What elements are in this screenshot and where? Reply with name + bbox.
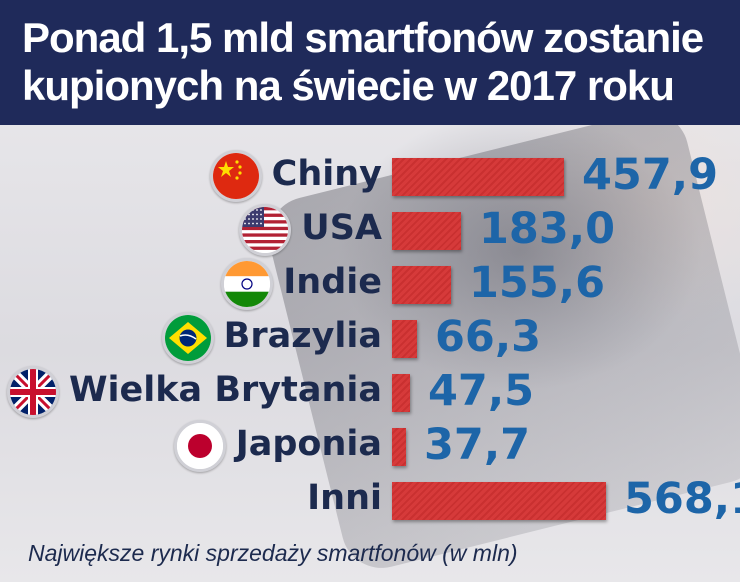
bar: [392, 320, 417, 358]
category-label: Indie: [283, 262, 382, 302]
data-label: 66,3: [435, 312, 542, 362]
title-line-2: kupionych na świecie w 2017 roku: [22, 62, 675, 109]
bar: [392, 428, 406, 466]
usa-flag-icon: [239, 204, 291, 256]
footnote: Największe rynki sprzedaży smartfonów (w…: [28, 540, 518, 566]
data-label: 183,0: [479, 204, 616, 254]
japan-flag-icon: [174, 420, 226, 472]
chart-row: Wielka Brytania 47,5: [0, 366, 740, 418]
bar: [392, 212, 461, 250]
chart-row: Indie 155,6: [0, 258, 740, 310]
category-label: Wielka Brytania: [68, 370, 382, 410]
category-label: Japonia: [235, 424, 382, 464]
data-label: 155,6: [469, 258, 606, 308]
bar: [392, 482, 606, 520]
bar: [392, 374, 410, 412]
chart-row: USA 183,0: [0, 204, 740, 256]
chart-row: Brazylia 66,3: [0, 312, 740, 364]
brazil-flag-icon: [162, 312, 214, 364]
india-flag-icon: [221, 258, 273, 310]
bar: [392, 158, 564, 196]
uk-flag-icon: [7, 366, 59, 418]
category-label: Brazylia: [223, 316, 382, 356]
chart-row: Chiny 457,9: [0, 150, 740, 202]
data-label: 568,1: [624, 474, 740, 524]
china-flag-icon: [210, 150, 262, 202]
category-label: Chiny: [271, 154, 382, 194]
data-label: 457,9: [582, 150, 719, 200]
title-banner: Ponad 1,5 mld smartfonów zostanie kupion…: [0, 0, 740, 125]
category-label: Inni: [307, 478, 382, 518]
chart-row: Japonia 37,7: [0, 420, 740, 472]
data-label: 47,5: [428, 366, 535, 416]
category-label: USA: [301, 208, 382, 248]
title-line-1: Ponad 1,5 mld smartfonów zostanie: [22, 14, 704, 61]
chart-row: Inni 568,1: [0, 474, 740, 524]
chart-title: Ponad 1,5 mld smartfonów zostanie kupion…: [22, 14, 732, 110]
data-label: 37,7: [424, 420, 531, 470]
bar: [392, 266, 451, 304]
